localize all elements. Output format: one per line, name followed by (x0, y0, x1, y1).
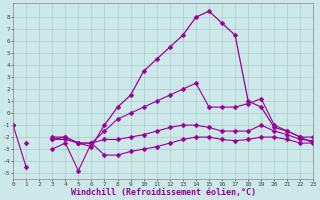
X-axis label: Windchill (Refroidissement éolien,°C): Windchill (Refroidissement éolien,°C) (71, 188, 256, 197)
